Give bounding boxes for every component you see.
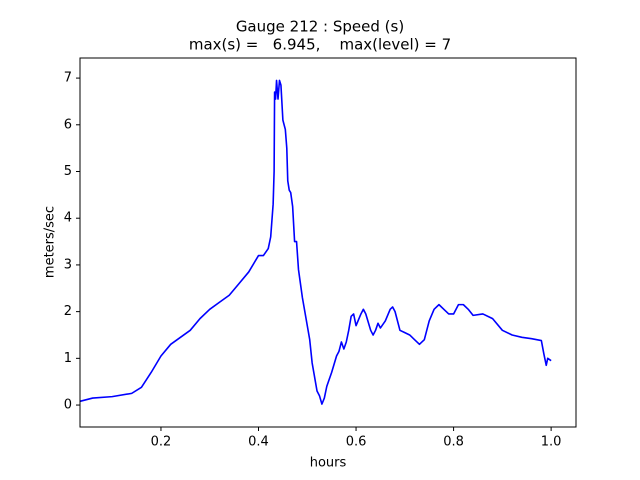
x-tick-label: 0.2	[151, 435, 172, 450]
data-line	[79, 79, 552, 405]
y-tick-label: 2	[64, 304, 72, 319]
y-tick-label: 5	[64, 164, 72, 179]
y-tick-label: 3	[64, 257, 72, 272]
y-axis-label: meters/sec	[43, 206, 58, 278]
y-tick-label: 0	[64, 398, 72, 413]
y-tick-label: 1	[64, 351, 72, 366]
chart-subtitle: max(s) = 6.945, max(level) = 7	[189, 36, 451, 54]
chart-title: Gauge 212 : Speed (s)	[236, 18, 404, 36]
y-tick-label: 7	[64, 71, 72, 86]
x-tick-label: 0.6	[346, 435, 367, 450]
x-tick-label: 1.0	[541, 435, 562, 450]
y-tick-label: 4	[64, 211, 72, 226]
x-axis-label: hours	[310, 456, 347, 471]
y-tick-label: 6	[64, 117, 72, 132]
x-tick-label: 0.4	[248, 435, 269, 450]
x-tick-label: 0.8	[443, 435, 464, 450]
plot-frame	[79, 57, 577, 428]
